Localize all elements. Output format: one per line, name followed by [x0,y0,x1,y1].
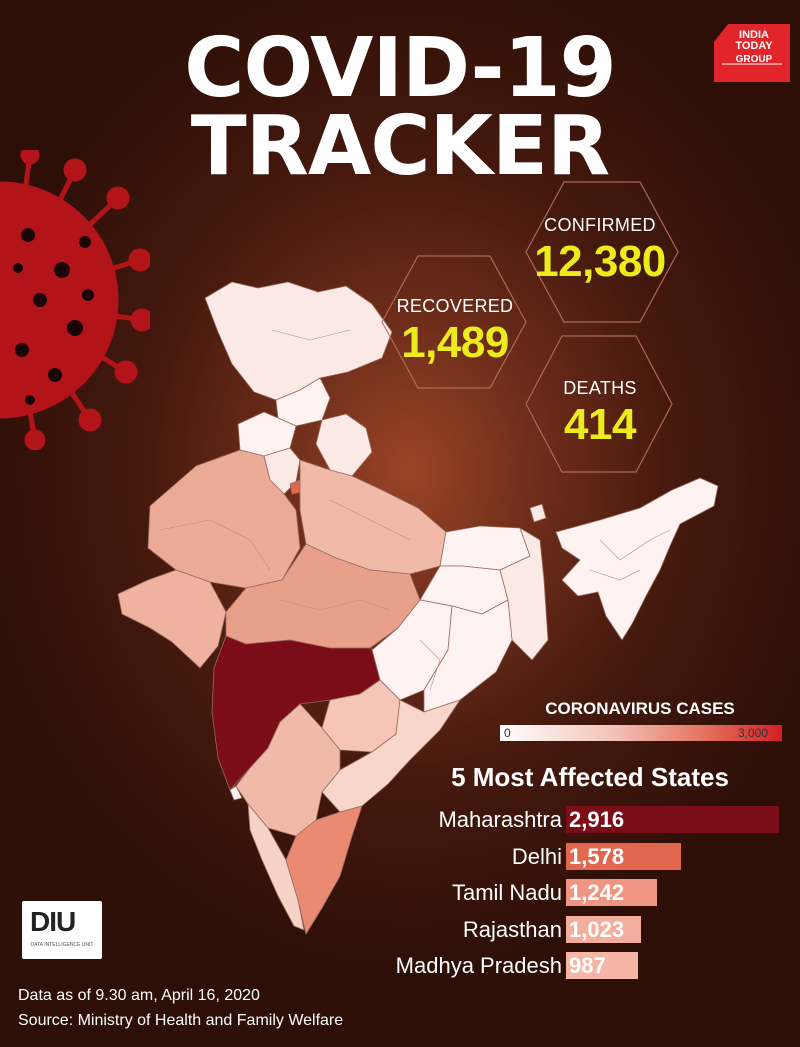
bar-label-4: Madhya Pradesh [395,953,562,978]
region-maharashtra [211,635,381,791]
deaths-label: DEATHS [563,378,637,398]
logo-line-2: TODAY [735,40,773,52]
region-sikkim [529,503,547,523]
region-odisha [423,599,513,713]
bar-2 [566,879,657,906]
bar-value-1: 1,578 [569,843,625,869]
bar-value-2: 1,242 [569,880,625,905]
map-legend-min: 0 [504,726,511,740]
map-legend-max: 3,000 [738,726,769,740]
bar-3 [566,915,641,943]
bar-label-0: Maharashtra [438,807,562,832]
diu-logo-text: DIU [30,906,76,937]
confirmed-value: 12,380 [534,237,666,286]
bar-value-0: 2,916 [569,807,625,832]
hex-confirmed [525,181,679,323]
hex-deaths [525,335,673,473]
bar-value-4: 987 [569,953,606,978]
deaths-value: 414 [564,400,636,449]
recovered-value: 1,489 [401,318,509,367]
bar-0 [566,806,779,833]
region-north-east [555,477,719,641]
bar-4 [566,952,638,979]
bar-1 [566,842,681,870]
hex-recovered [381,255,527,389]
region-tamil-nadu [285,805,363,935]
logo-line-3: GROUP [735,54,773,65]
bar-label-3: Rajasthan [462,916,562,942]
recovered-label: RECOVERED [396,296,514,316]
map-legend-gradient [500,725,782,741]
confirmed-label: CONFIRMED [544,215,656,235]
diu-logo [22,901,102,959]
map-legend-title: CORONAVIRUS CASES [545,699,735,718]
bar-value-3: 1,023 [569,916,625,942]
data-timestamp: Data as of 9.30 am, April 16, 2020 [18,987,260,1004]
logo-line-1: INDIA [739,29,769,41]
chart-title: 5 Most Affected States [451,762,729,792]
region-kerala [247,803,305,931]
virus-illustration [0,150,150,450]
region-gujarat [117,569,227,669]
bar-label-2: Tamil Nadu [451,880,562,905]
diu-logo-subtext: DATA INTELLIGENCE UNIT [30,942,94,948]
title-line-2: TRACKER [190,99,610,194]
region-jammu-kashmir [204,281,393,401]
title-line-1: COVID-19 [184,21,616,116]
region-west-bengal [499,527,549,661]
bar-label-1: Delhi [511,843,562,869]
india-today-logo [714,24,790,82]
region-uttarakhand [315,413,373,477]
data-source: Source: Ministry of Health and Family We… [18,1012,344,1029]
region-goa [229,785,243,801]
